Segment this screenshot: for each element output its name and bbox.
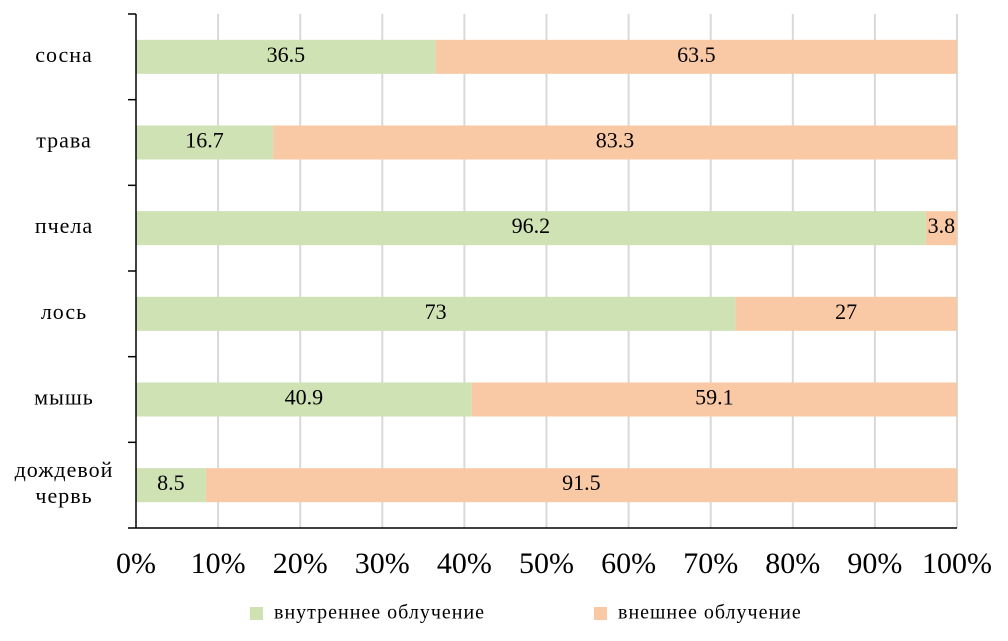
y-tick-label: трава — [36, 128, 92, 153]
data-label: 91.5 — [562, 470, 601, 495]
bar-segment — [136, 39, 436, 74]
bar-segment — [735, 296, 957, 331]
data-label: 3.8 — [928, 213, 956, 238]
data-label: 16.7 — [185, 128, 224, 153]
bar-segment — [925, 211, 957, 246]
y-tick-label: дождевой червь — [15, 457, 114, 508]
y-tick-label: мышь — [34, 385, 94, 410]
x-tick-label: 70% — [683, 547, 738, 580]
bar-segment — [136, 382, 472, 417]
data-label: 27 — [835, 299, 857, 324]
x-tick-label: 60% — [601, 547, 656, 580]
bar-segment — [435, 39, 957, 74]
bar-segment — [136, 125, 274, 160]
x-tick-label: 80% — [765, 547, 820, 580]
bar-segment — [136, 296, 736, 331]
data-label: 96.2 — [512, 213, 551, 238]
x-tick-label: 100% — [922, 547, 992, 580]
data-label: 36.5 — [267, 42, 306, 67]
data-label: 40.9 — [285, 385, 324, 410]
y-tick-label: пчела — [35, 213, 93, 238]
x-tick-label: 90% — [847, 547, 902, 580]
bar-segment — [205, 468, 957, 503]
y-tick-label: сосна — [35, 42, 93, 67]
x-tick-label: 30% — [355, 547, 410, 580]
data-label: 59.1 — [695, 385, 734, 410]
bar-segment — [136, 211, 926, 246]
legend-label: внутреннее облучение — [274, 602, 485, 624]
y-tick-label: лось — [41, 299, 87, 324]
data-label: 63.5 — [677, 42, 716, 67]
legend-swatch — [594, 607, 607, 620]
bar-segment — [136, 468, 206, 503]
data-label: 73 — [425, 299, 447, 324]
bar-segment — [273, 125, 957, 160]
data-label: 8.5 — [157, 470, 185, 495]
legend-label: внешнее облучение — [618, 602, 802, 624]
x-tick-label: 0% — [116, 547, 156, 580]
x-tick-label: 10% — [191, 547, 246, 580]
x-tick-label: 40% — [437, 547, 492, 580]
x-tick-label: 50% — [519, 547, 574, 580]
data-label: 83.3 — [596, 128, 635, 153]
x-tick-label: 20% — [273, 547, 328, 580]
bar-segment — [471, 382, 957, 417]
legend-swatch — [250, 607, 263, 620]
